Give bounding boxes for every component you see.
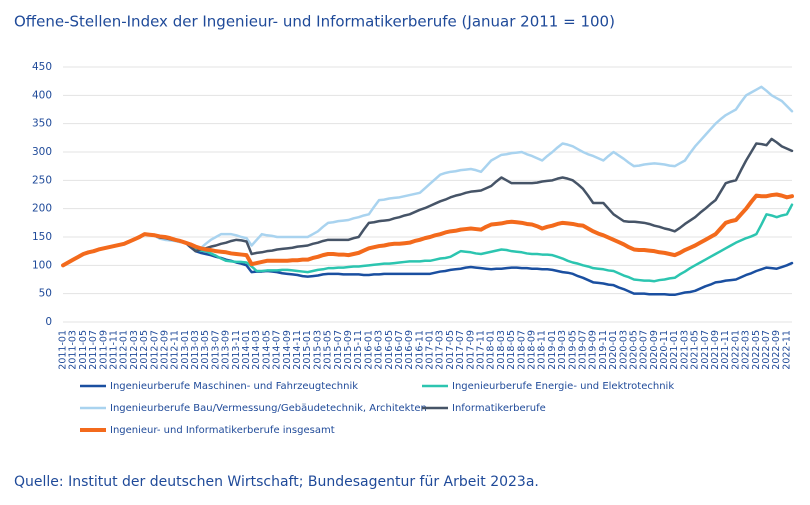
x-tick-label: 2012-07 — [149, 330, 160, 370]
x-tick-label: 2015-09 — [343, 330, 354, 370]
x-tick-label: 2014-07 — [272, 330, 283, 370]
x-tick-label: 2015-07 — [333, 330, 344, 370]
x-tick-label: 2019-05 — [567, 330, 578, 370]
x-tick-label: 2018-11 — [537, 330, 548, 370]
x-tick-label: 2022-09 — [771, 330, 782, 370]
x-tick-label: 2013-05 — [200, 330, 211, 370]
x-tick-label: 2020-09 — [649, 330, 660, 370]
x-tick-label: 2021-09 — [710, 330, 721, 370]
x-tick-label: 2011-03 — [68, 330, 79, 370]
y-tick-label: 200 — [32, 203, 52, 215]
y-tick-label: 350 — [32, 118, 52, 130]
x-tick-label: 2016-05 — [384, 330, 395, 370]
y-tick-label: 450 — [32, 61, 52, 73]
legend-label: Informatikerberufe — [452, 403, 546, 414]
x-tick-label: 2018-09 — [527, 330, 538, 370]
x-tick-label: 2021-07 — [700, 330, 711, 370]
x-tick-label: 2018-03 — [496, 330, 507, 370]
x-tick-label: 2012-03 — [129, 330, 140, 370]
y-tick-label: 100 — [32, 259, 52, 271]
y-tick-label: 300 — [32, 146, 52, 158]
x-tick-label: 2014-03 — [251, 330, 262, 370]
x-tick-label: 2013-09 — [221, 330, 232, 370]
x-tick-label: 2022-07 — [761, 330, 772, 370]
series-line — [61, 203, 794, 283]
x-tick-label: 2016-09 — [404, 330, 415, 370]
x-tick-label: 2021-11 — [720, 330, 731, 370]
x-tick-label: 2021-03 — [679, 330, 690, 370]
x-tick-label: 2012-05 — [139, 330, 150, 370]
x-tick-label: 2014-09 — [282, 330, 293, 370]
series-line — [61, 192, 794, 268]
x-tick-label: 2017-01 — [425, 330, 436, 370]
legend-label: Ingenieurberufe Energie- und Elektrotech… — [452, 381, 674, 392]
x-tick-label: 2013-01 — [180, 330, 191, 370]
x-tick-label: 2018-05 — [506, 330, 517, 370]
x-tick-label: 2020-01 — [608, 330, 619, 370]
x-tick-label: 2018-07 — [516, 330, 527, 370]
source-note: Quelle: Institut der deutschen Wirtschaf… — [14, 474, 539, 490]
legend-label: Ingenieur- und Informatikerberufe insges… — [110, 425, 335, 436]
x-tick-label: 2011-07 — [88, 330, 99, 370]
x-tick-label: 2017-05 — [445, 330, 456, 370]
x-tick-label: 2011-11 — [108, 330, 119, 370]
x-tick-label: 2020-05 — [628, 330, 639, 370]
y-tick-label: 250 — [32, 174, 52, 186]
y-tick-label: 0 — [45, 316, 52, 328]
x-tick-label: 2019-07 — [577, 330, 588, 370]
x-tick-label: 2020-03 — [618, 330, 629, 370]
x-tick-label: 2016-01 — [363, 330, 374, 370]
x-tick-label: 2022-11 — [781, 330, 792, 370]
x-tick-label: 2021-05 — [690, 330, 701, 370]
x-tick-label: 2011-09 — [98, 330, 109, 370]
x-tick-label: 2011-05 — [78, 330, 89, 370]
x-tick-label: 2016-03 — [374, 330, 385, 370]
x-tick-label: 2017-09 — [465, 330, 476, 370]
x-tick-label: 2017-11 — [476, 330, 487, 370]
x-tick-label: 2018-01 — [486, 330, 497, 370]
legend-label: Ingenieurberufe Maschinen- und Fahrzeugt… — [110, 381, 358, 392]
y-tick-label: 400 — [32, 89, 52, 101]
x-tick-label: 2015-01 — [302, 330, 313, 370]
x-tick-label: 2022-01 — [730, 330, 741, 370]
chart-title: Offene-Stellen-Index der Ingenieur- und … — [14, 13, 615, 31]
x-tick-label: 2021-01 — [669, 330, 680, 370]
x-tick-label: 2013-11 — [231, 330, 242, 370]
x-tick-label: 2016-07 — [394, 330, 405, 370]
x-tick-label: 2017-03 — [435, 330, 446, 370]
x-tick-label: 2011-01 — [58, 330, 69, 370]
x-tick-label: 2014-11 — [292, 330, 303, 370]
x-tick-label: 2012-01 — [119, 330, 130, 370]
x-tick-label: 2016-11 — [414, 330, 425, 370]
x-tick-label: 2019-09 — [588, 330, 599, 370]
y-tick-label: 50 — [39, 288, 52, 300]
x-tick-label: 2019-03 — [557, 330, 568, 370]
legend-label: Ingenieurberufe Bau/Vermessung/Gebäudete… — [110, 403, 427, 414]
x-tick-label: 2019-01 — [547, 330, 558, 370]
y-tick-label: 150 — [32, 231, 52, 243]
x-tick-label: 2017-07 — [455, 330, 466, 370]
x-tick-label: 2012-09 — [159, 330, 170, 370]
x-tick-label: 2014-05 — [261, 330, 272, 370]
x-tick-label: 2015-05 — [323, 330, 334, 370]
series-line — [61, 232, 794, 297]
x-tick-label: 2012-11 — [170, 330, 181, 370]
x-tick-label: 2022-03 — [741, 330, 752, 370]
x-tick-label: 2015-03 — [312, 330, 323, 370]
x-tick-label: 2015-11 — [353, 330, 364, 370]
x-tick-label: 2013-03 — [190, 330, 201, 370]
series-line — [61, 137, 794, 267]
x-tick-label: 2013-07 — [210, 330, 221, 370]
x-tick-label: 2022-05 — [751, 330, 762, 370]
x-tick-label: 2014-01 — [241, 330, 252, 370]
x-tick-label: 2020-11 — [659, 330, 670, 370]
x-tick-label: 2019-11 — [598, 330, 609, 370]
x-tick-label: 2020-07 — [639, 330, 650, 370]
